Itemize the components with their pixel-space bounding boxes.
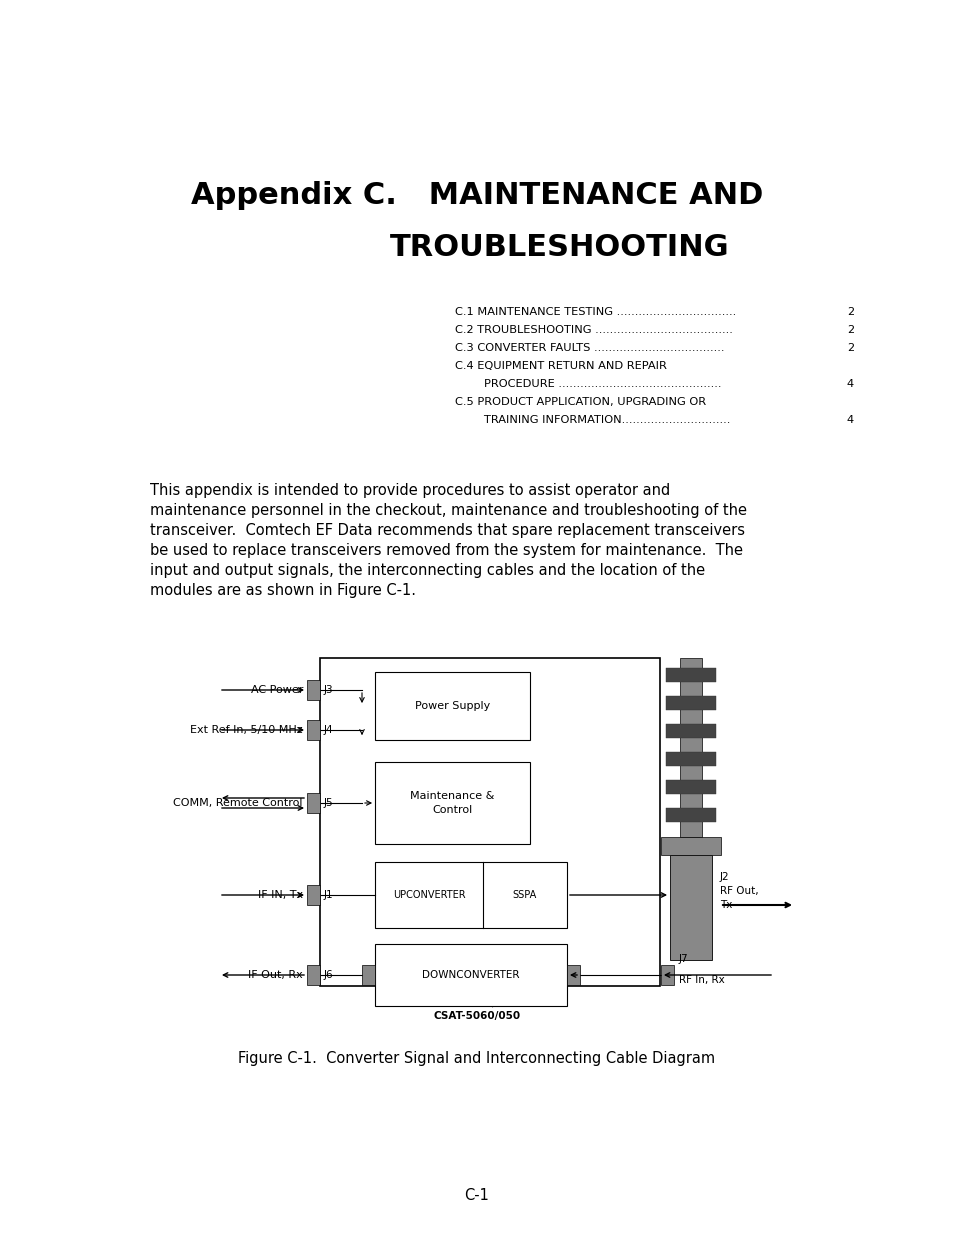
Text: SSPA: SSPA bbox=[513, 890, 537, 900]
Text: IF Out, Rx: IF Out, Rx bbox=[248, 969, 303, 981]
Bar bbox=[665, 808, 716, 823]
Text: AC Power: AC Power bbox=[251, 685, 303, 695]
Text: Maintenance &
Control: Maintenance & Control bbox=[410, 790, 495, 815]
Bar bbox=[361, 965, 375, 986]
Text: J3: J3 bbox=[324, 685, 334, 695]
Bar bbox=[660, 837, 720, 855]
Text: transceiver.  Comtech EF Data recommends that spare replacement transceivers: transceiver. Comtech EF Data recommends … bbox=[150, 522, 744, 538]
Text: C.3 CONVERTER FAULTS ....................................: C.3 CONVERTER FAULTS ...................… bbox=[455, 343, 723, 353]
Bar bbox=[566, 965, 579, 986]
Text: 2: 2 bbox=[846, 308, 853, 317]
Bar bbox=[307, 680, 319, 700]
Text: C.2 TROUBLESHOOTING ......................................: C.2 TROUBLESHOOTING ....................… bbox=[455, 325, 732, 335]
Text: TRAINING INFORMATION..............................: TRAINING INFORMATION....................… bbox=[455, 415, 730, 425]
Bar bbox=[307, 793, 319, 813]
Text: C.5 PRODUCT APPLICATION, UPGRADING OR: C.5 PRODUCT APPLICATION, UPGRADING OR bbox=[455, 396, 705, 408]
Bar bbox=[375, 944, 566, 1007]
Text: This appendix is intended to provide procedures to assist operator and: This appendix is intended to provide pro… bbox=[150, 483, 670, 498]
Text: Power Supply: Power Supply bbox=[415, 701, 490, 711]
Text: 2: 2 bbox=[846, 343, 853, 353]
Text: J7: J7 bbox=[679, 953, 688, 965]
Bar bbox=[307, 720, 319, 740]
Text: UPCONVERTER: UPCONVERTER bbox=[393, 890, 465, 900]
Bar bbox=[375, 672, 530, 740]
Text: J5: J5 bbox=[324, 798, 334, 808]
Text: RF Out,: RF Out, bbox=[720, 885, 758, 897]
Text: Ext Ref In, 5/10 MHz: Ext Ref In, 5/10 MHz bbox=[191, 725, 303, 735]
Text: Tx: Tx bbox=[720, 900, 732, 910]
Text: J6: J6 bbox=[324, 969, 334, 981]
Bar bbox=[307, 885, 319, 905]
Text: maintenance personnel in the checkout, maintenance and troubleshooting of the: maintenance personnel in the checkout, m… bbox=[150, 503, 746, 517]
Text: CSAT-5060/050: CSAT-5060/050 bbox=[433, 1011, 520, 1021]
Text: 4: 4 bbox=[846, 415, 853, 425]
Text: TROUBLESHOOTING: TROUBLESHOOTING bbox=[390, 233, 729, 263]
Text: modules are as shown in Figure C-1.: modules are as shown in Figure C-1. bbox=[150, 583, 416, 598]
Bar bbox=[319, 658, 659, 986]
Text: IF IN, Tx: IF IN, Tx bbox=[257, 890, 303, 900]
Text: DOWNCONVERTER: DOWNCONVERTER bbox=[422, 969, 519, 981]
Bar bbox=[375, 862, 566, 927]
Bar bbox=[679, 658, 701, 837]
Bar bbox=[665, 752, 716, 766]
Text: C.4 EQUIPMENT RETURN AND REPAIR: C.4 EQUIPMENT RETURN AND REPAIR bbox=[455, 361, 666, 370]
Bar bbox=[665, 724, 716, 739]
Bar bbox=[665, 697, 716, 710]
Text: RF In, Rx: RF In, Rx bbox=[679, 974, 724, 986]
Text: C-1: C-1 bbox=[464, 1188, 489, 1203]
Text: be used to replace transceivers removed from the system for maintenance.  The: be used to replace transceivers removed … bbox=[150, 543, 742, 558]
Text: 2: 2 bbox=[846, 325, 853, 335]
Text: 4: 4 bbox=[846, 379, 853, 389]
Bar bbox=[665, 668, 716, 682]
Text: COMM, Remote Control: COMM, Remote Control bbox=[173, 798, 303, 808]
Text: C.1 MAINTENANCE TESTING .................................: C.1 MAINTENANCE TESTING ................… bbox=[455, 308, 736, 317]
Text: Figure C-1.  Converter Signal and Interconnecting Cable Diagram: Figure C-1. Converter Signal and Interco… bbox=[238, 1051, 715, 1066]
Bar bbox=[307, 965, 319, 986]
Bar bbox=[375, 762, 530, 844]
Bar bbox=[660, 965, 673, 986]
Text: Appendix C.   MAINTENANCE AND: Appendix C. MAINTENANCE AND bbox=[191, 180, 762, 210]
Text: J1: J1 bbox=[324, 890, 334, 900]
Bar bbox=[669, 855, 711, 960]
Text: PROCEDURE .............................................: PROCEDURE ..............................… bbox=[455, 379, 720, 389]
Text: CSAT-6070/050: CSAT-6070/050 bbox=[437, 999, 516, 1009]
Text: J4: J4 bbox=[324, 725, 334, 735]
Bar bbox=[665, 781, 716, 794]
Text: input and output signals, the interconnecting cables and the location of the: input and output signals, the interconne… bbox=[150, 563, 704, 578]
Text: J2: J2 bbox=[720, 872, 729, 882]
